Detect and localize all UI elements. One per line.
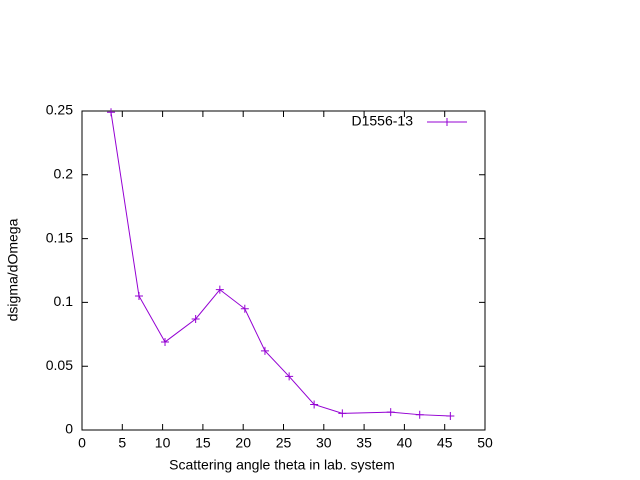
- point-marker: [446, 411, 455, 420]
- point-marker: [260, 346, 269, 355]
- x-tick-label: 45: [437, 435, 453, 451]
- x-tick-label: 25: [276, 435, 292, 451]
- legend-label: D1556-13: [352, 113, 414, 129]
- point-marker: [386, 408, 395, 417]
- y-tick-label: 0: [65, 421, 73, 437]
- x-tick-label: 40: [397, 435, 413, 451]
- point-marker: [338, 409, 347, 418]
- x-tick-label: 0: [78, 435, 86, 451]
- point-marker: [415, 410, 424, 419]
- plot-border: [81, 110, 486, 431]
- y-tick-label: 0.1: [54, 293, 74, 309]
- y-tick-label: 0.15: [46, 229, 73, 245]
- x-tick-label: 10: [155, 435, 171, 451]
- point-marker: [285, 372, 294, 381]
- x-tick-label: 20: [235, 435, 251, 451]
- series-line: [110, 112, 451, 417]
- point-marker: [215, 285, 224, 294]
- point-marker: [107, 108, 116, 117]
- x-tick-label: 30: [316, 435, 332, 451]
- point-marker: [161, 337, 170, 346]
- x-axis-label: Scattering angle theta in lab. system: [169, 457, 395, 473]
- x-tick-label: 15: [195, 435, 211, 451]
- point-marker: [310, 400, 319, 409]
- x-tick-label: 50: [477, 435, 493, 451]
- point-marker: [134, 292, 143, 301]
- x-tick-label: 35: [356, 435, 372, 451]
- legend-marker: [443, 118, 451, 126]
- point-marker: [191, 314, 200, 323]
- y-tick-label: 0.25: [46, 102, 73, 118]
- point-marker: [240, 304, 249, 313]
- y-axis-label: dsigma/dOmega: [5, 218, 21, 321]
- x-tick-label: 5: [118, 435, 126, 451]
- y-tick-label: 0.05: [46, 357, 73, 373]
- y-tick-label: 0.2: [54, 166, 74, 182]
